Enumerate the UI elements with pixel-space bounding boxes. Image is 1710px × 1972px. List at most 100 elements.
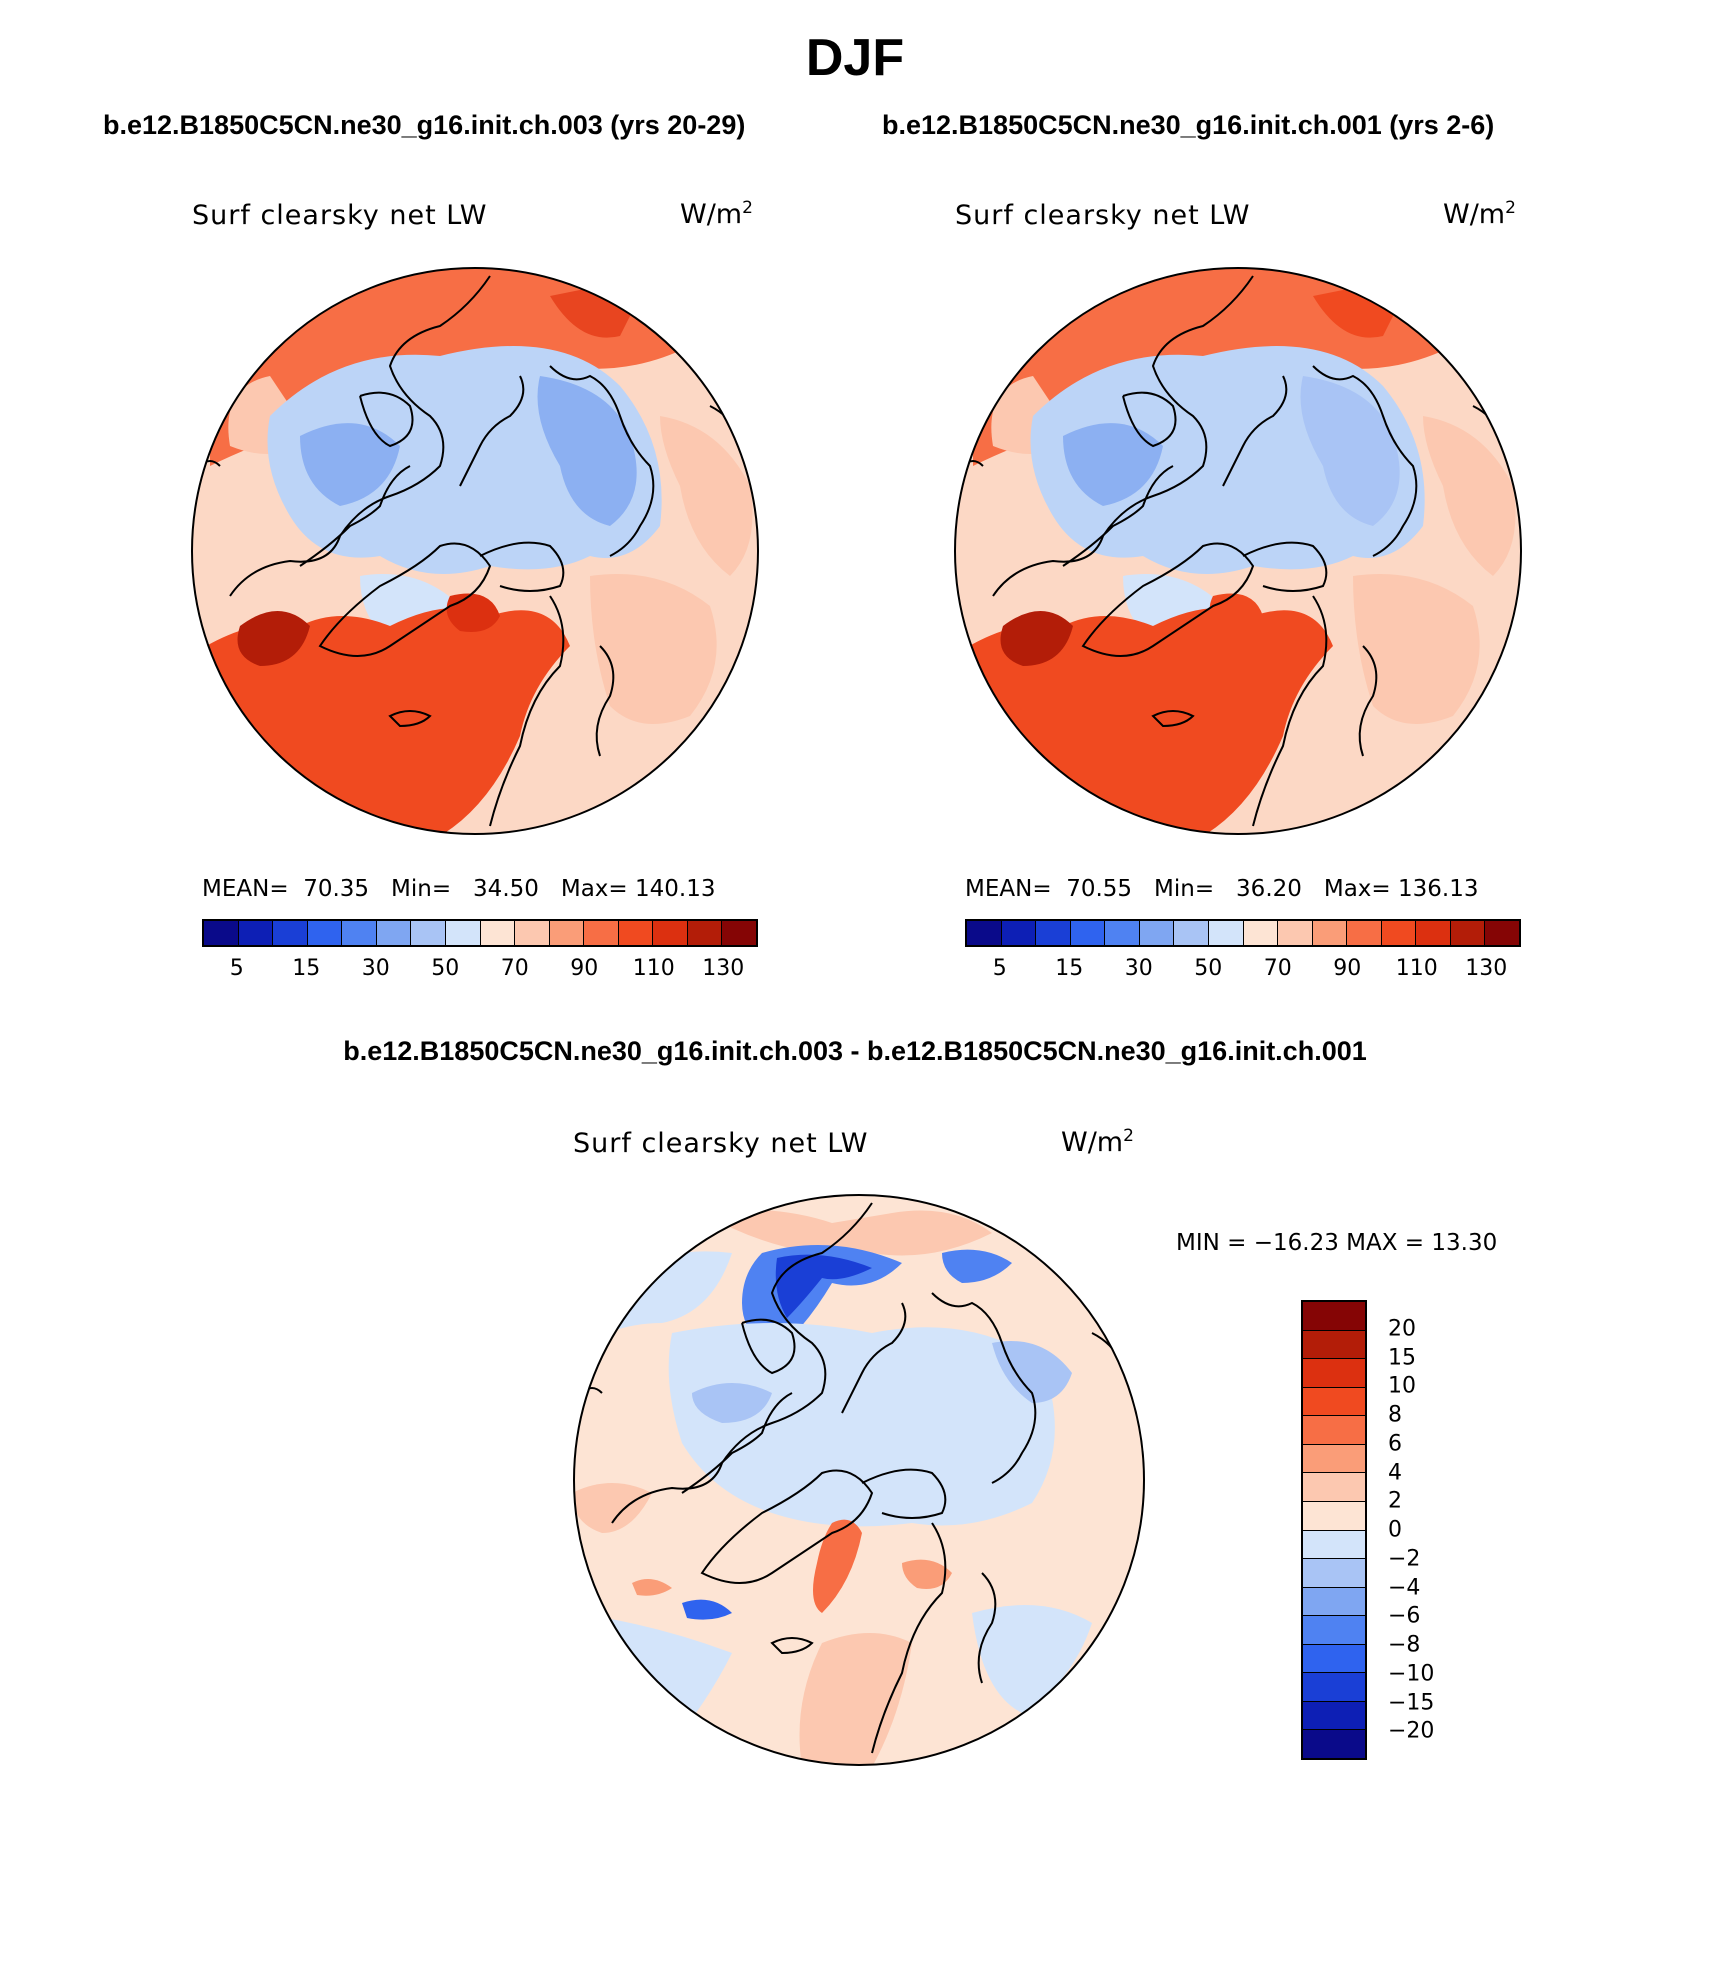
diff-variable-label: Surf clearsky net LW [573,1128,869,1159]
left-unit-label: W/m2 [680,198,753,230]
siberian-cold-core [300,423,400,506]
right-stats: MEAN= 70.55 Min= 36.20 Max= 136.13 [965,876,1478,902]
colorbar-swatch [1303,1616,1365,1645]
colorbar-swatch [1243,921,1279,945]
canadian-cold-core [1300,376,1400,526]
norwegian-sea-warm-streak [813,1519,862,1613]
colorbar-tick-label: 50 [431,956,460,981]
left-max-label: Max= [560,876,628,902]
labrador-sea-max [237,611,310,666]
colorbar-tick-label: 6 [1388,1431,1402,1457]
left-min-label: Min= [391,876,452,902]
colorbar-swatch [1303,1330,1365,1360]
pacific-mild-region [1423,416,1516,576]
colorbar-swatch [1139,921,1175,945]
colorbar-swatch [967,921,1002,945]
diff-polar-map [573,1194,1145,1766]
siberian-cold-core [1063,423,1163,506]
colorbar-swatch [1450,921,1486,945]
colorbar-tick-label: 70 [500,956,529,981]
alaska-negative-core [942,1249,1012,1283]
colorbar-swatch [342,921,377,945]
colorbar-swatch [1303,1559,1365,1588]
colorbar-swatch [1070,921,1106,945]
colorbar-swatch [1303,1587,1365,1617]
right-max-label: Max= [1323,876,1391,902]
colorbar-swatch [1303,1444,1365,1474]
right-min-label: Min= [1154,876,1215,902]
colorbar-swatch [273,921,308,945]
east-siberian-cool [692,1383,772,1423]
colorbar-swatch [1303,1530,1365,1560]
colorbar-swatch [480,921,516,945]
colorbar-swatch [1174,921,1209,945]
colorbar-tick-label: 5 [229,956,244,981]
left-min-value: 34.50 [473,876,539,902]
colorbar-tick-label: 90 [570,956,599,981]
colorbar-tick-label: 15 [1055,956,1084,981]
colorbar-swatch [515,921,550,945]
colorbar-tick-label: 90 [1333,956,1362,981]
colorbar-tick-label: 50 [1194,956,1223,981]
colorbar-swatch [1303,1359,1365,1388]
left-polar-map [191,267,759,835]
colorbar-tick-label: 10 [1388,1373,1416,1399]
colorbar-tick-label: −4 [1388,1575,1421,1600]
left-stats: MEAN= 70.35 Min= 34.50 Max= 140.13 [202,876,715,902]
left-variable-label: Surf clearsky net LW [192,200,488,231]
colorbar-tick-label: 15 [292,956,321,981]
colorbar-swatch [722,921,756,945]
left-max-value: 140.13 [634,876,716,902]
labrador-cool-streak [682,1599,732,1620]
colorbar-swatch [1303,1644,1365,1674]
diff-unit-label: W/m2 [1061,1126,1134,1158]
colorbar-swatch [1303,1501,1365,1531]
eurasia-mild-region [590,574,717,724]
colorbar-tick-label: −6 [1388,1603,1421,1629]
canada-cool [992,1341,1072,1403]
colorbar-swatch [411,921,446,945]
colorbar-swatch [1208,921,1244,945]
left-colorbar [202,919,758,947]
colorbar-tick-label: 130 [702,956,745,981]
colorbar-swatch [549,921,585,945]
colorbar-tick-label: 0 [1388,1517,1402,1543]
map-boundary [954,267,1522,835]
labrador-sea-max [1000,611,1073,666]
colorbar-tick-label: 2 [1388,1488,1402,1514]
left-run-title: b.e12.B1850C5CN.ne30_g16.init.ch.003 (yr… [103,110,746,140]
europe-warm-region [799,1633,912,1765]
colorbar-swatch [307,921,343,945]
colorbar-tick-label: 70 [1263,956,1292,981]
colorbar-tick-label: 130 [1465,956,1508,981]
colorbar-tick-label: −8 [1388,1632,1421,1658]
figure-title: DJF [805,29,905,87]
map-boundary [573,1194,1145,1766]
colorbar-swatch [1001,921,1037,945]
right-mean-label: MEAN= [965,876,1052,902]
coastlines [581,1202,1123,1754]
colorbar-swatch [687,921,723,945]
eurasia-mild-region [1353,574,1480,724]
arctic-slight-cool [668,1323,1055,1527]
colorbar-swatch [1347,921,1382,945]
right-colorbar [965,919,1521,947]
norwegian-sea-warm [1209,593,1263,632]
siberian-min-core [775,1254,872,1318]
right-min-value: 36.20 [1236,876,1302,902]
colorbar-swatch [1303,1416,1365,1445]
colorbar-swatch [445,921,481,945]
right-variable-label: Surf clearsky net LW [955,200,1251,231]
colorbar-tick-label: 4 [1388,1460,1402,1485]
diff-colorbar [1301,1300,1367,1760]
colorbar-swatch [1381,921,1417,945]
colorbar-swatch [1105,921,1140,945]
colorbar-swatch [238,921,274,945]
colorbar-swatch [653,921,688,945]
colorbar-swatch [204,921,239,945]
colorbar-swatch [1036,921,1071,945]
colorbar-swatch [1312,921,1348,945]
colorbar-tick-label: 5 [992,956,1007,981]
right-run-title: b.e12.B1850C5CN.ne30_g16.init.ch.001 (yr… [882,110,1495,140]
pacific-warm [574,1483,652,1533]
